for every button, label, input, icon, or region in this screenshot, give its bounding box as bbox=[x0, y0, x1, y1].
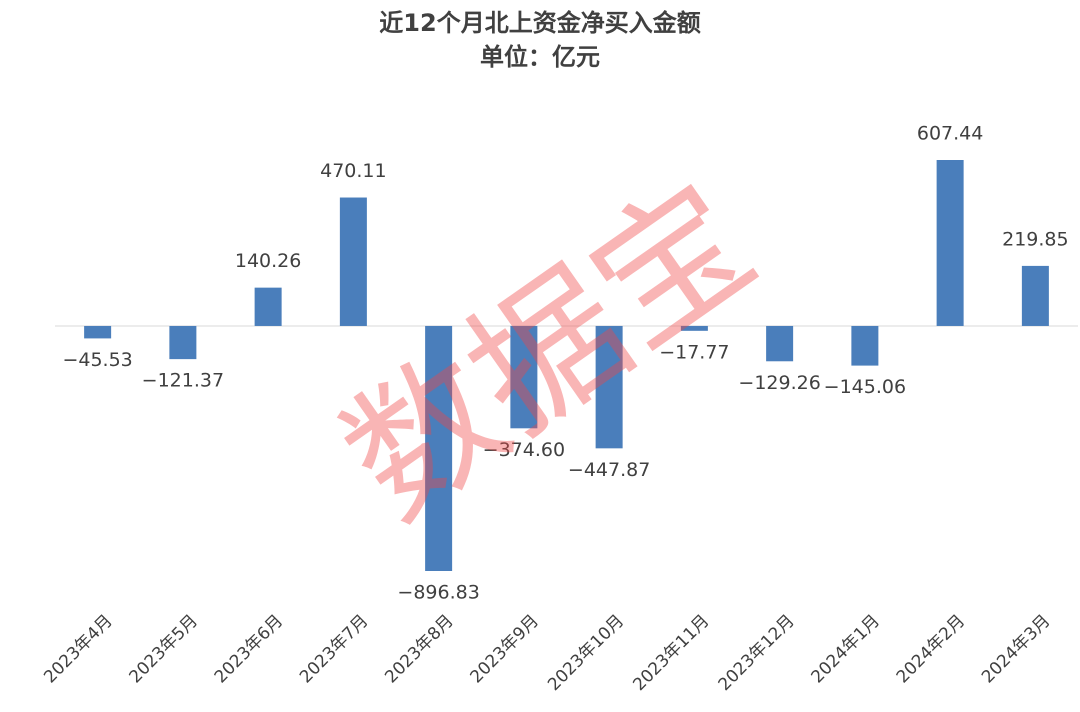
bar bbox=[339, 197, 367, 326]
bar bbox=[254, 287, 282, 326]
bar bbox=[766, 325, 794, 362]
data-label: 140.26 bbox=[235, 250, 301, 272]
x-tick-label: 2023年9月 bbox=[467, 611, 543, 687]
chart-title: 近12个月北上资金净买入金额 bbox=[379, 9, 700, 37]
data-label: −45.53 bbox=[62, 349, 132, 371]
chart-subtitle: 单位：亿元 bbox=[480, 43, 600, 71]
data-label: −129.26 bbox=[738, 372, 820, 394]
x-tick-label: 2023年10月 bbox=[544, 611, 628, 695]
data-label: −121.37 bbox=[142, 370, 224, 392]
x-tick-label: 2023年6月 bbox=[211, 611, 287, 687]
bar bbox=[510, 325, 538, 429]
data-label: −374.60 bbox=[483, 439, 565, 461]
data-label: −896.83 bbox=[397, 582, 479, 604]
bar bbox=[595, 325, 623, 449]
x-tick-label: 2023年5月 bbox=[126, 611, 202, 687]
data-label: 219.85 bbox=[1002, 228, 1068, 250]
data-label: −447.87 bbox=[568, 459, 650, 481]
bar bbox=[680, 325, 708, 331]
data-label: −17.77 bbox=[659, 341, 729, 363]
bar bbox=[425, 325, 453, 571]
data-label: 607.44 bbox=[917, 123, 983, 145]
bar bbox=[169, 325, 197, 360]
data-label: 470.11 bbox=[320, 160, 386, 182]
x-tick-label: 2023年12月 bbox=[715, 611, 799, 695]
x-tick-label: 2023年11月 bbox=[629, 611, 713, 695]
x-tick-label: 2024年1月 bbox=[808, 611, 884, 687]
bar bbox=[936, 160, 964, 326]
bar bbox=[1021, 265, 1049, 326]
x-tick-label: 2024年2月 bbox=[893, 611, 969, 687]
x-tick-label: 2023年4月 bbox=[40, 611, 116, 687]
x-tick-label: 2023年8月 bbox=[381, 611, 457, 687]
x-tick-label: 2024年3月 bbox=[978, 611, 1054, 687]
x-tick-label: 2023年7月 bbox=[296, 611, 372, 687]
data-label: −145.06 bbox=[824, 376, 906, 398]
bar bbox=[851, 325, 879, 366]
bar bbox=[84, 325, 112, 339]
